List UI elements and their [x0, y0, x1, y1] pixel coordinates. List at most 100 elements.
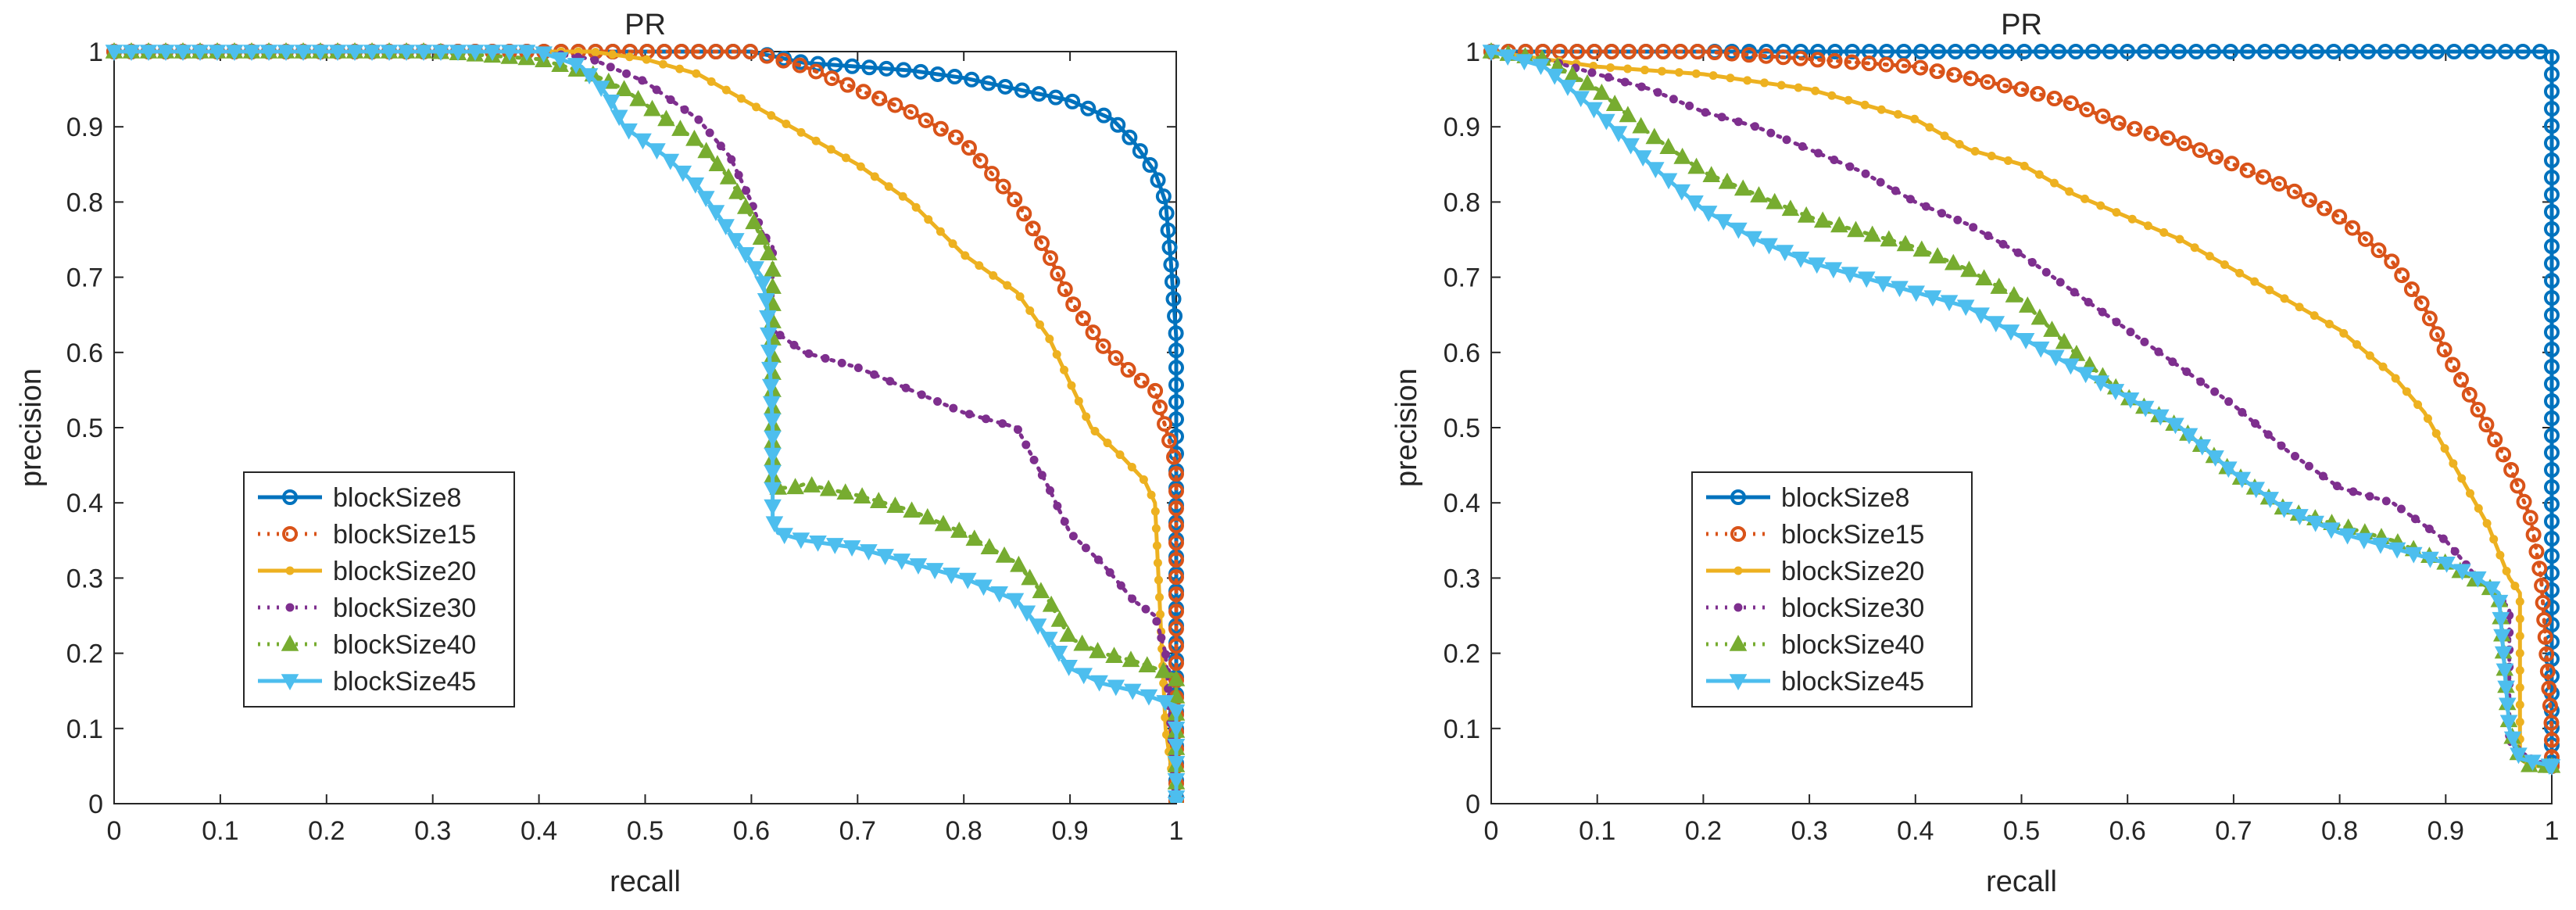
data-point	[1160, 222, 1176, 238]
data-point	[1990, 278, 2009, 294]
y-tick-label: 0.4	[66, 489, 103, 518]
data-point	[1714, 213, 1733, 231]
data-point	[1699, 206, 1718, 222]
data-point	[2544, 548, 2560, 564]
data-point	[2196, 377, 2206, 386]
data-point	[1029, 618, 1047, 636]
data-point	[1060, 660, 1078, 676]
data-point	[2280, 294, 2289, 303]
data-point	[719, 168, 738, 185]
legend-item-blockSize8: blockSize8	[258, 483, 461, 513]
data-point	[2080, 194, 2089, 203]
data-point	[2543, 715, 2560, 731]
data-point	[2544, 118, 2560, 134]
data-point	[294, 45, 313, 62]
data-point	[2515, 597, 2524, 607]
data-point	[2085, 44, 2101, 59]
data-point	[947, 129, 964, 145]
data-point	[1147, 490, 1156, 500]
data-point	[1921, 202, 1930, 211]
data-point	[2235, 268, 2245, 278]
data-point	[1895, 58, 1912, 74]
data-point	[2295, 303, 2304, 312]
data-point	[1003, 281, 1012, 290]
data-point	[590, 56, 599, 65]
data-point	[1907, 285, 1925, 303]
data-point	[1891, 186, 1900, 195]
legend-item-blockSize40: blockSize40	[1706, 630, 1924, 660]
data-point	[1706, 45, 1723, 61]
data-point	[1609, 126, 1628, 143]
data-point	[2317, 200, 2333, 217]
data-point	[2498, 44, 2513, 59]
data-point	[1482, 45, 1501, 62]
data-point	[1960, 260, 1978, 278]
data-point	[2544, 66, 2560, 82]
data-point	[1659, 173, 1678, 190]
legend-item-blockSize15: blockSize15	[258, 520, 476, 550]
x-tick-label: 0.3	[1791, 816, 1827, 846]
data-point	[1105, 647, 1123, 664]
data-point	[1824, 262, 1843, 279]
data-point	[752, 228, 771, 245]
data-point	[871, 90, 888, 106]
data-point	[1776, 81, 1786, 90]
data-point	[2391, 374, 2400, 383]
data-point	[551, 52, 569, 69]
data-point	[734, 170, 743, 180]
data-point	[856, 162, 865, 171]
data-point	[767, 111, 776, 120]
data-point	[725, 44, 741, 59]
data-point	[1034, 235, 1050, 252]
data-point	[1050, 610, 1069, 627]
data-point	[1147, 382, 1164, 399]
data-point	[2055, 332, 2073, 349]
data-point	[1068, 532, 1078, 541]
y-tick-label: 0.6	[66, 339, 103, 368]
data-point	[1014, 82, 1030, 99]
data-point	[1164, 684, 1173, 693]
data-point	[657, 44, 672, 59]
data-point	[1578, 73, 1597, 91]
legend-marker	[285, 566, 295, 575]
legend-label: blockSize15	[333, 520, 476, 550]
data-point	[1741, 47, 1757, 63]
y-tick-label: 0.6	[1444, 339, 1480, 368]
data-point	[1060, 517, 1069, 526]
data-point	[657, 109, 675, 127]
data-point	[759, 310, 777, 327]
data-point	[2352, 340, 2362, 349]
data-point	[2465, 489, 2474, 498]
data-point	[2062, 358, 2080, 375]
data-point	[1572, 91, 1590, 108]
data-point	[1998, 239, 2008, 249]
data-point	[884, 182, 893, 192]
data-point	[2292, 44, 2307, 59]
data-point	[1827, 91, 1837, 100]
data-point	[746, 261, 764, 278]
data-point	[2438, 534, 2448, 543]
data-point	[886, 377, 895, 386]
y-tick-label: 0.3	[1444, 564, 1480, 593]
data-point	[1982, 44, 1998, 59]
data-point	[1073, 634, 1091, 651]
data-point	[2263, 430, 2273, 439]
data-point	[1687, 157, 1705, 174]
data-point	[1161, 239, 1178, 256]
legend-marker	[281, 634, 299, 651]
data-point	[691, 44, 707, 59]
data-point	[1760, 238, 1778, 255]
data-point	[1168, 586, 1184, 603]
data-point	[2126, 328, 2135, 337]
data-point	[1863, 225, 1881, 242]
data-point	[2095, 108, 2111, 124]
legend-item-blockSize30: blockSize30	[1706, 593, 1924, 623]
data-point	[1168, 638, 1184, 654]
data-point	[2544, 187, 2560, 202]
data-point	[775, 528, 793, 545]
data-point	[1025, 306, 1035, 315]
data-point	[1093, 555, 1103, 564]
data-point	[2030, 86, 2046, 102]
data-point	[592, 81, 610, 98]
data-point	[2544, 342, 2560, 357]
